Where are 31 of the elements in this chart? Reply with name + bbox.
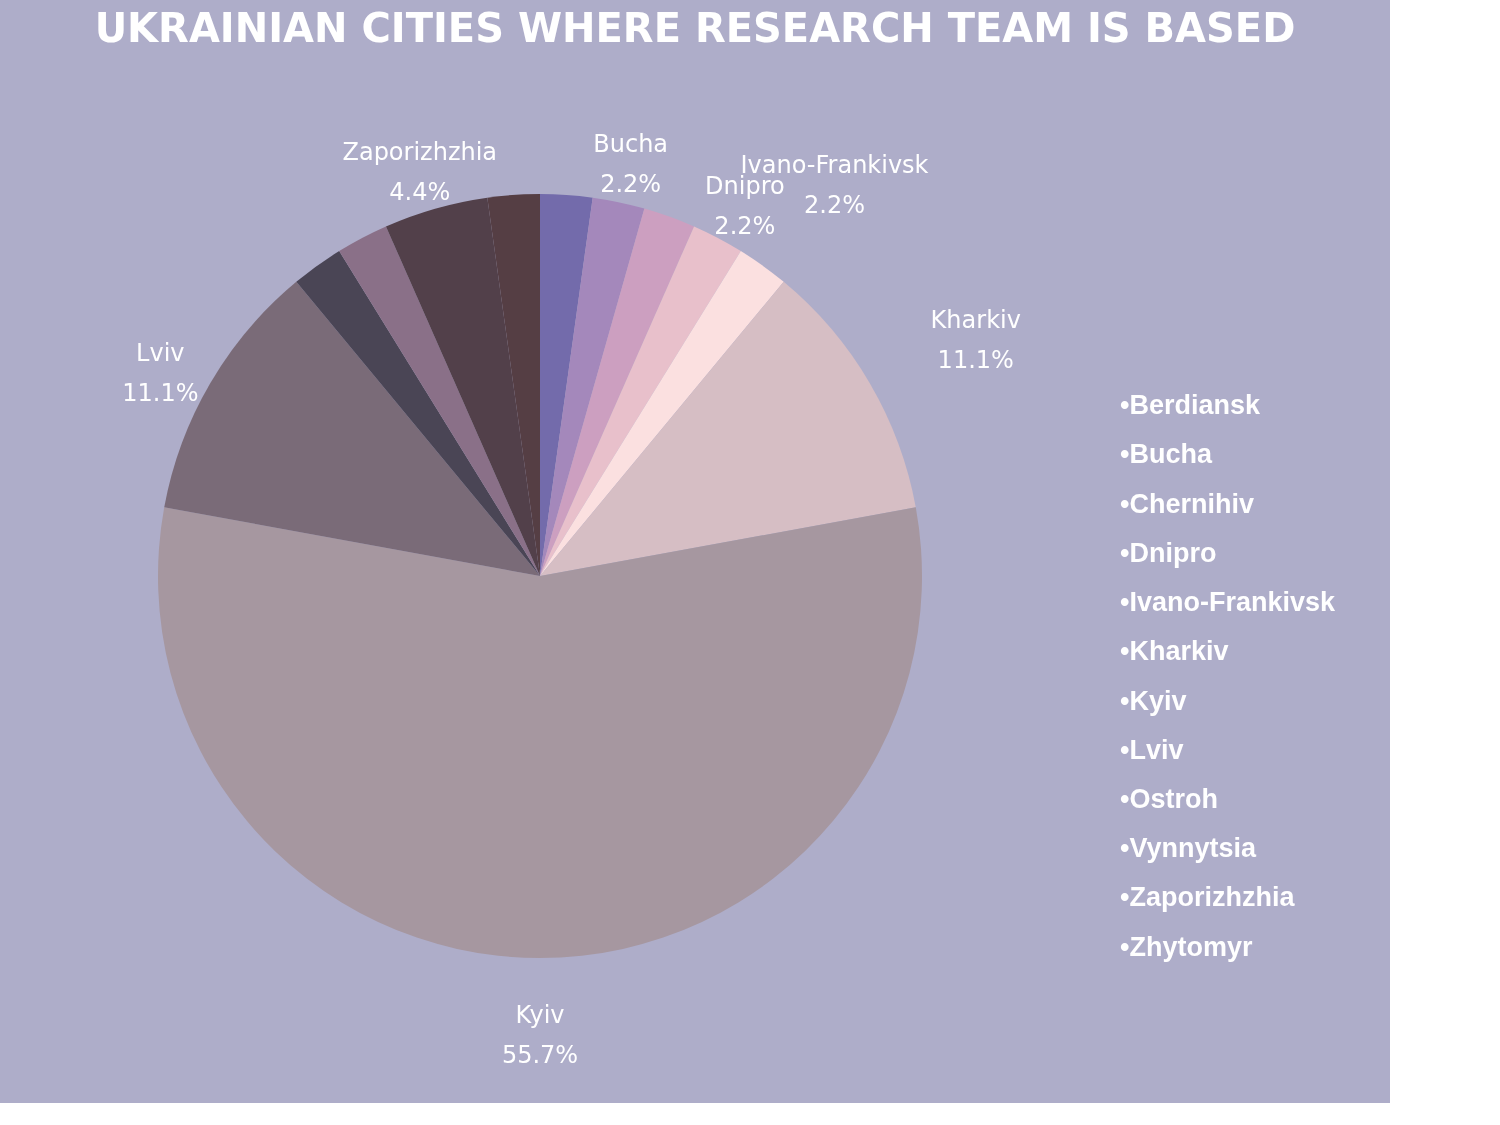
chart-title: UKRAINIAN CITIES WHERE RESEARCH TEAM IS BASED <box>94 5 1296 52</box>
text: •Kharkiv <box>1120 636 1229 667</box>
data-label: 2.2% <box>714 211 776 240</box>
slice-label: Kyiv <box>515 1001 565 1029</box>
text: •Ivano-Frankivsk <box>1120 587 1337 618</box>
text: •Bucha <box>1120 439 1213 470</box>
text: •Dnipro <box>1120 537 1217 568</box>
text: •Kyiv <box>1120 685 1187 716</box>
text: •Berdiansk <box>1120 390 1261 421</box>
pie-slice <box>540 197 645 576</box>
text: •Chernihiv <box>1120 488 1254 519</box>
data-label: 4.4% <box>389 177 451 206</box>
slice-label: Kharkiv <box>930 305 1021 334</box>
pie-slice <box>540 251 784 576</box>
text: •Ostroh <box>1120 784 1218 814</box>
pie-slice <box>339 226 540 576</box>
text: •Lviv <box>1120 734 1184 765</box>
data-label: 55.7% <box>501 1041 579 1069</box>
data-label: 11.1% <box>937 345 1014 374</box>
data-label: 2.2% <box>600 170 662 199</box>
slice-label: Lviv <box>136 338 185 367</box>
pie-slice <box>540 208 695 576</box>
data-label: 11.1% <box>122 378 199 407</box>
pie-slice <box>540 281 916 576</box>
text: •Vynnytsia <box>1120 833 1257 864</box>
pie-slice <box>158 507 922 958</box>
slice-label: Bucha <box>593 130 669 159</box>
data-label: 2.2% <box>804 190 866 219</box>
text: •Zaporizhzhia <box>1120 882 1296 913</box>
slice-label: Zaporizhzhia <box>342 137 498 166</box>
text: •Zhytomyr <box>1120 931 1253 962</box>
